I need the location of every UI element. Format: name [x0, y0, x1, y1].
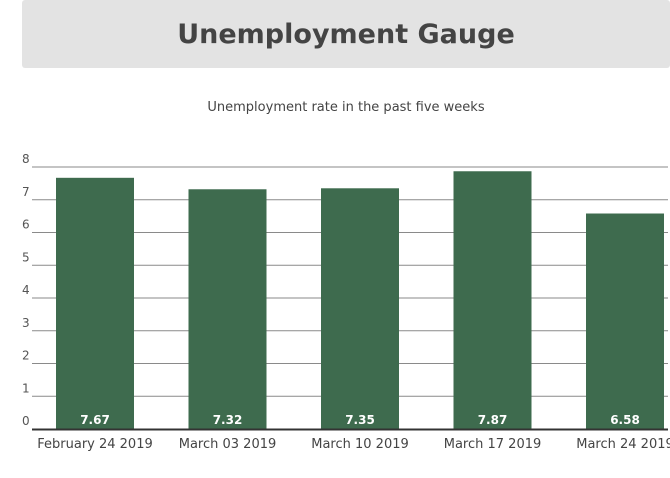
- bar: [321, 188, 399, 429]
- y-tick-label: 4: [22, 283, 30, 297]
- data-label: 7.87: [478, 413, 508, 427]
- bar: [586, 213, 664, 429]
- bar: [56, 177, 134, 429]
- bar: [453, 171, 532, 429]
- y-tick-label: 3: [22, 316, 30, 330]
- data-label: 7.67: [80, 413, 110, 427]
- x-tick-label: March 10 2019: [311, 437, 409, 452]
- y-tick-label: 5: [22, 250, 30, 264]
- y-tick-label: 8: [22, 152, 30, 166]
- y-tick-label: 6: [22, 218, 30, 232]
- page-title: Unemployment Gauge: [177, 18, 515, 50]
- bar: [188, 189, 267, 429]
- data-label: 7.32: [213, 413, 243, 427]
- x-tick-label: February 24 2019: [37, 437, 153, 452]
- data-label: 6.58: [610, 413, 640, 427]
- title-banner: Unemployment Gauge: [22, 0, 670, 68]
- data-label: 7.35: [345, 413, 375, 427]
- y-tick-label: 7: [22, 185, 30, 199]
- x-tick-label: March 17 2019: [444, 437, 542, 452]
- chart-title: Unemployment rate in the past five weeks: [207, 100, 485, 115]
- y-tick-label: 1: [22, 381, 30, 395]
- x-tick-label: March 24 2019: [576, 437, 670, 452]
- y-tick-label: 2: [22, 349, 30, 363]
- y-tick-label: 0: [22, 414, 30, 428]
- x-tick-label: March 03 2019: [179, 437, 277, 452]
